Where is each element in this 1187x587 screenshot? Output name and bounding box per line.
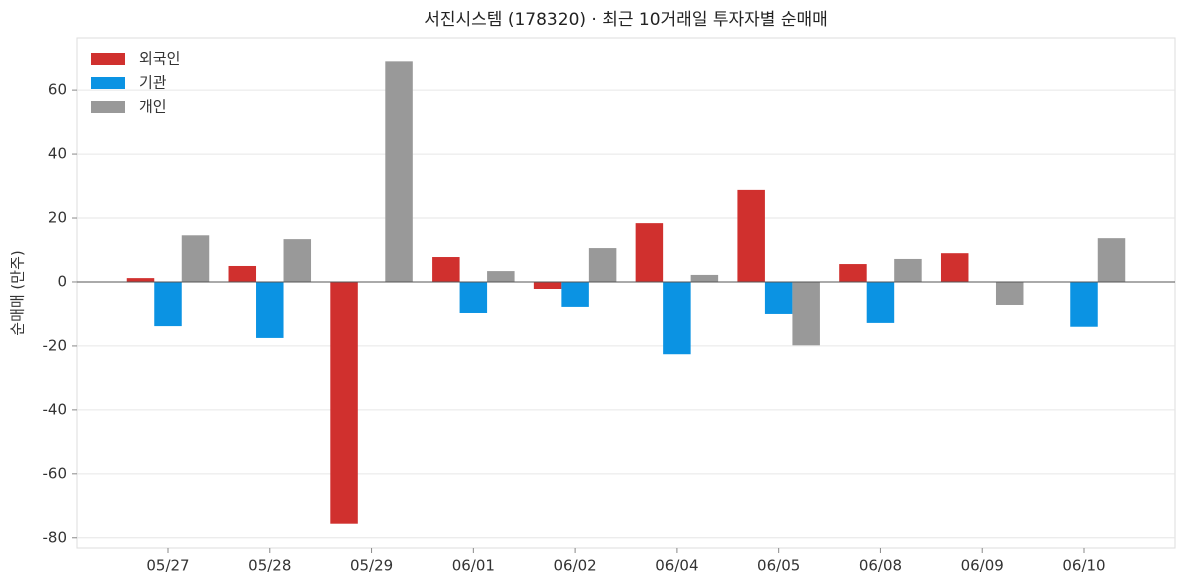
bar — [866, 281, 895, 323]
y-tick-label: -20 — [43, 336, 68, 354]
bar — [487, 271, 515, 282]
bar — [764, 281, 793, 314]
legend-swatch — [91, 53, 125, 65]
legend-label: 외국인 — [139, 50, 180, 68]
bar — [533, 281, 562, 290]
bar — [459, 281, 488, 313]
bar — [839, 264, 867, 282]
x-tick-label: 05/29 — [350, 557, 393, 575]
bar — [154, 281, 182, 327]
y-tick-label: -40 — [43, 400, 68, 418]
bar — [432, 257, 460, 282]
x-tick-label: 05/28 — [248, 557, 291, 575]
bar — [256, 281, 284, 338]
y-tick-label: 60 — [48, 81, 67, 99]
bar — [635, 223, 664, 282]
y-axis-label: 순매매 (만주) — [9, 250, 27, 335]
bar — [126, 278, 155, 282]
bar — [690, 274, 719, 282]
legend-swatch — [91, 77, 125, 89]
bar — [330, 281, 358, 524]
legend-swatch — [91, 101, 125, 113]
bar — [1097, 238, 1126, 282]
x-tick-label: 06/02 — [553, 557, 596, 575]
bar — [561, 281, 589, 307]
chart-title: 서진시스템 (178320) · 최근 10거래일 투자자별 순매매 — [424, 10, 828, 30]
bar — [940, 253, 969, 282]
bar — [181, 235, 210, 282]
bar — [737, 189, 765, 282]
bar — [283, 239, 312, 282]
bar — [1070, 281, 1098, 327]
y-tick-label: 20 — [48, 209, 67, 227]
bar — [995, 281, 1024, 305]
x-tick-label: 06/09 — [961, 557, 1004, 575]
bar — [792, 281, 820, 346]
y-tick-label: -60 — [43, 464, 68, 482]
bar — [228, 265, 257, 282]
x-tick-label: 06/08 — [859, 557, 902, 575]
bar — [588, 248, 617, 282]
y-tick-label: -80 — [43, 528, 68, 546]
bar — [663, 281, 691, 355]
legend-label: 기관 — [139, 74, 167, 92]
y-tick-label: 40 — [48, 145, 67, 163]
y-tick-label: 0 — [57, 272, 67, 290]
x-tick-label: 06/10 — [1062, 557, 1105, 575]
x-tick-label: 06/01 — [452, 557, 495, 575]
bar — [385, 61, 413, 282]
x-tick-label: 05/27 — [146, 557, 189, 575]
bar — [894, 258, 922, 282]
plot-frame — [76, 37, 1176, 549]
x-tick-label: 06/05 — [757, 557, 800, 575]
legend-label: 개인 — [139, 98, 167, 116]
x-tick-label: 06/04 — [655, 557, 698, 575]
